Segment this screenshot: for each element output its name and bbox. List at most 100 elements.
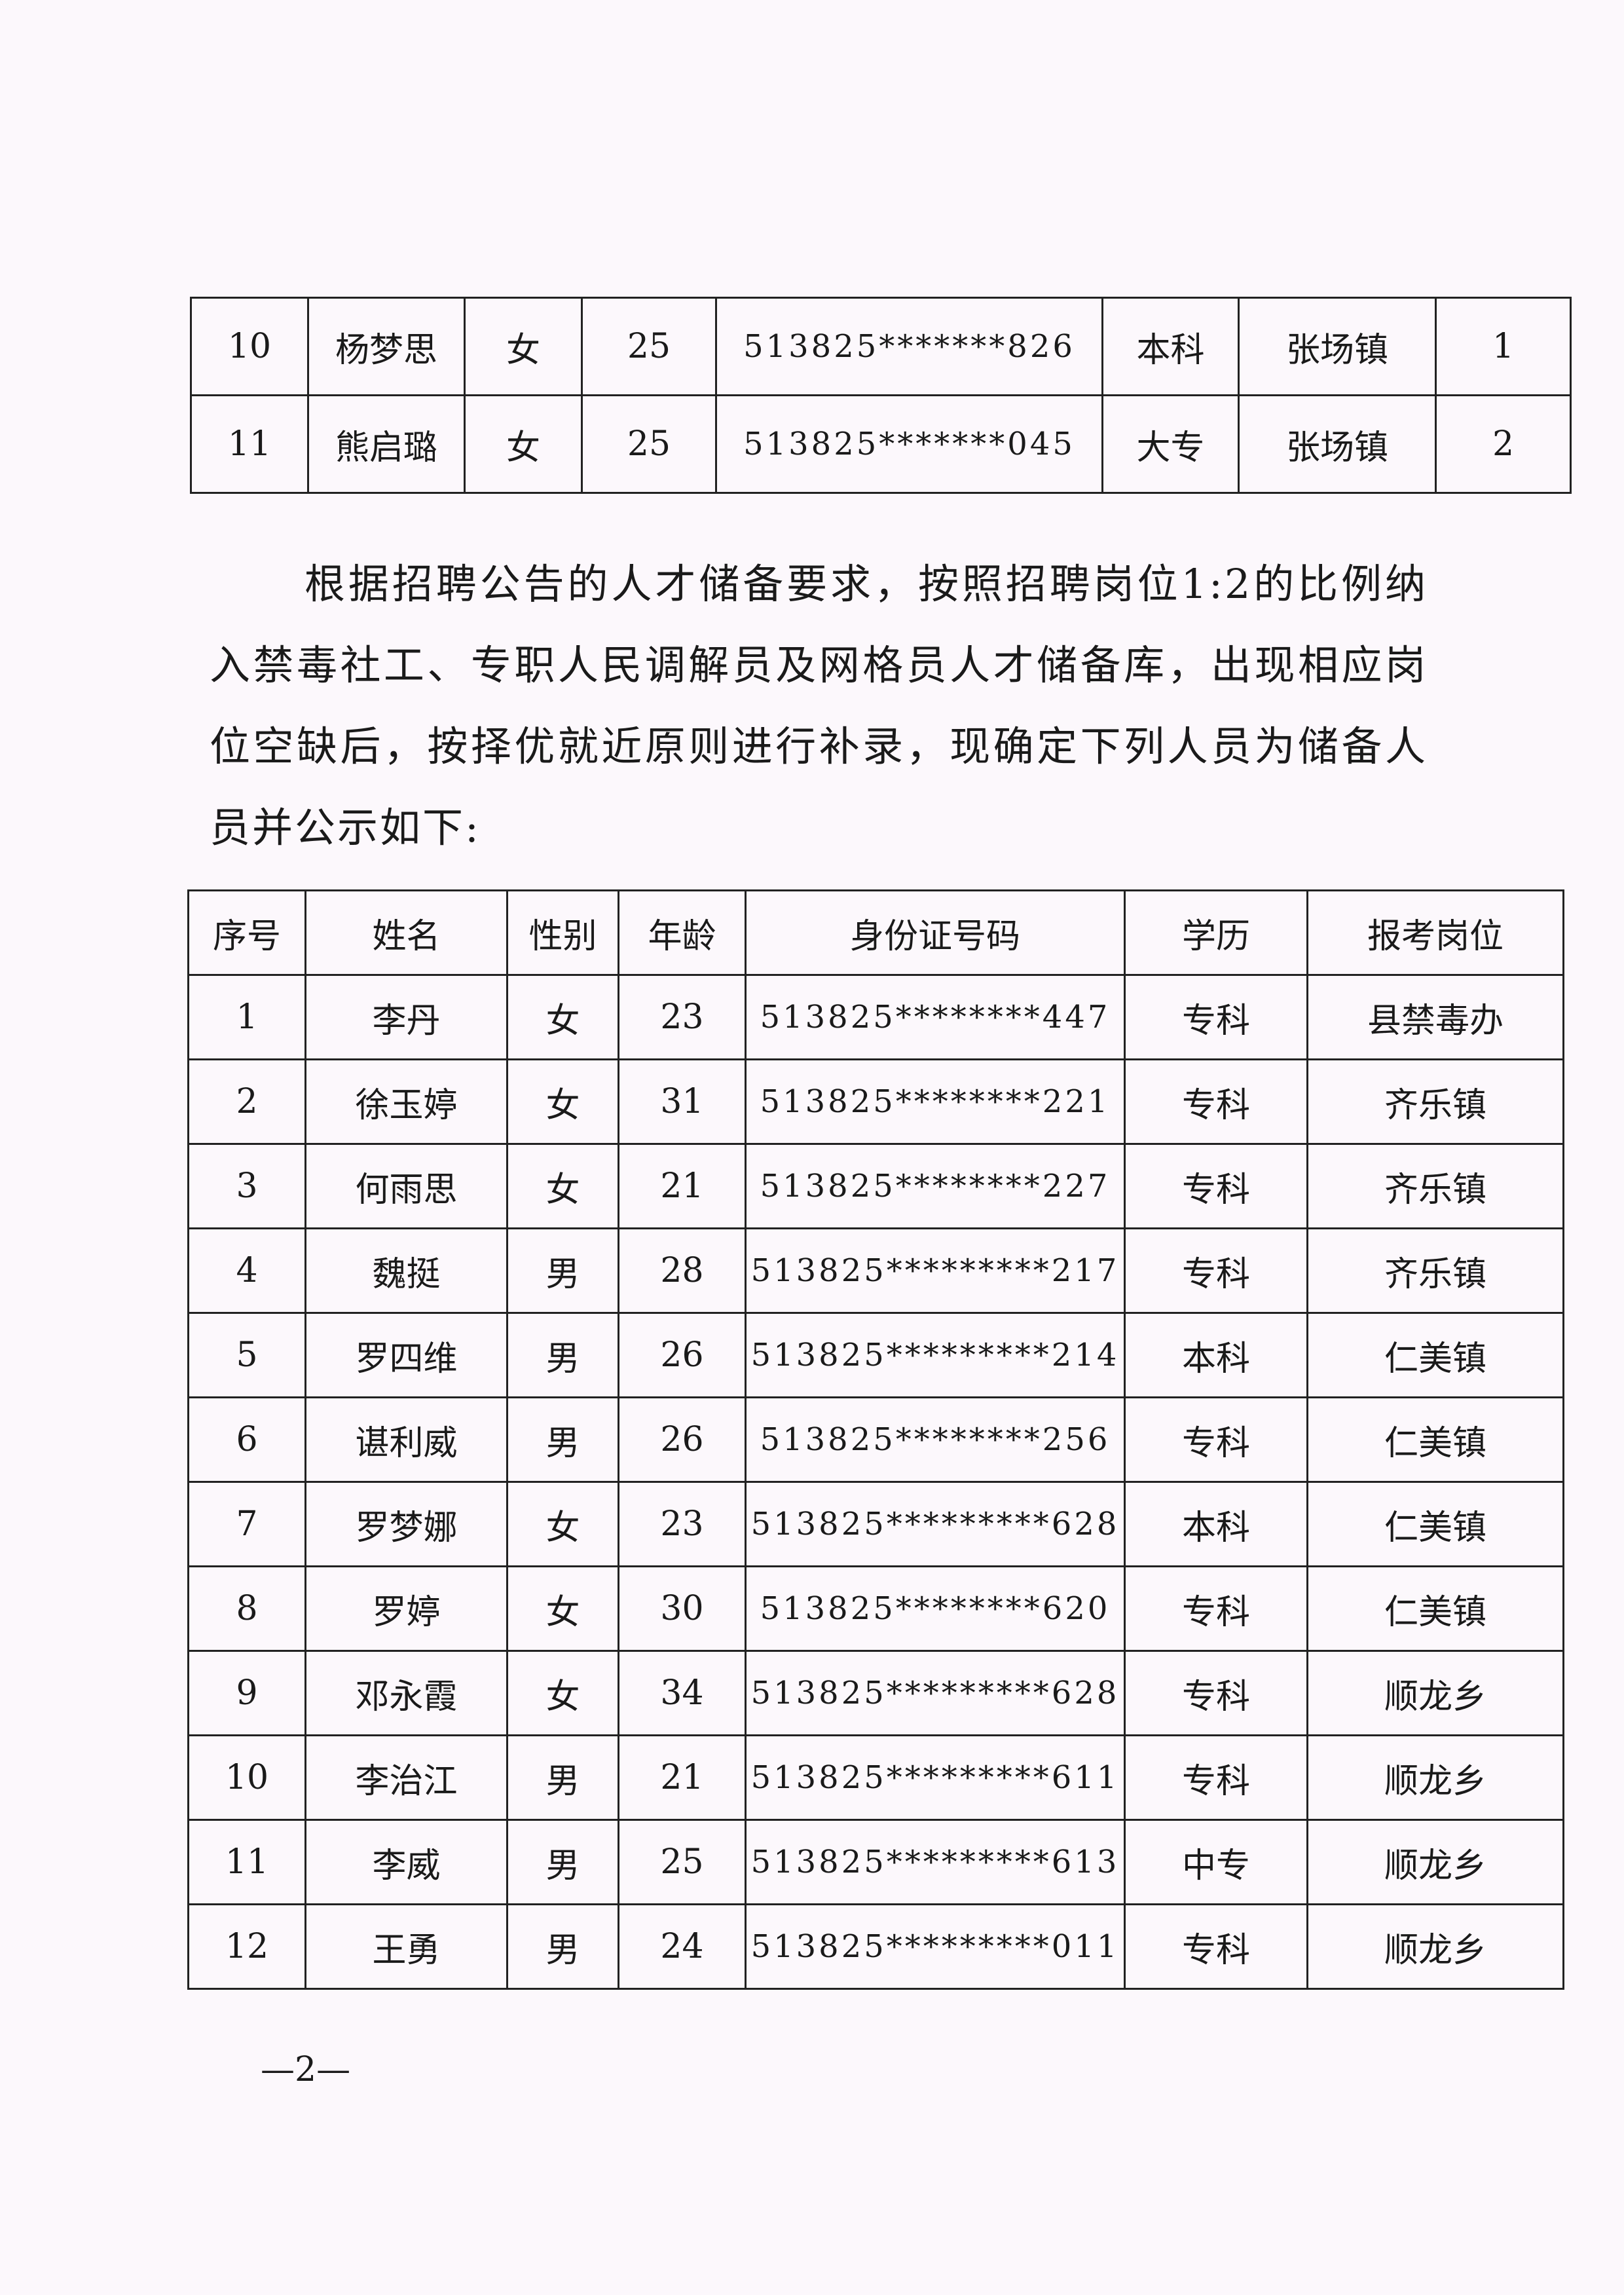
cell-edu: 专科 [1124, 1734, 1308, 1821]
cell-id: 513825********447 [745, 974, 1126, 1060]
cell-no: 6 [187, 1396, 306, 1483]
selected-candidates-table-continued: 10 杨梦思女 25 513825*******826 本科 张场镇 1 11 熊启璐女 25 51… [190, 297, 1572, 494]
table-row: 9 邓永霞女 34 513825*********628 专科 顺龙乡 [187, 1650, 1564, 1736]
cell-age: 34 [618, 1650, 747, 1736]
cell-id: 513825*********217 [745, 1227, 1126, 1314]
column-header: 报考岗位 [1306, 889, 1564, 976]
cell-edu: 专科 [1124, 1143, 1308, 1229]
column-header: 学历 [1124, 889, 1308, 976]
cell-id: 513825*********628 [745, 1650, 1126, 1736]
column-header: 姓名 [304, 889, 508, 976]
cell-gender: 男 [506, 1227, 619, 1314]
cell-id: 513825********620 [745, 1565, 1126, 1652]
cell-post: 顺龙乡 [1306, 1650, 1564, 1736]
cell-name: 李威 [304, 1819, 508, 1905]
cell-no: 10 [187, 1734, 306, 1821]
cell-no: 11 [190, 394, 309, 494]
table-row: 10 杨梦思女 25 513825*******826 本科 张场镇 1 [190, 297, 1572, 396]
table-row: 3 何雨思女 21 513825********227 专科 齐乐镇 [187, 1143, 1564, 1229]
cell-gender: 女 [506, 1143, 619, 1229]
cell-gender: 男 [506, 1734, 619, 1821]
cell-age: 26 [618, 1396, 747, 1483]
cell-name: 徐玉婷 [304, 1058, 508, 1145]
table-row: 7 罗梦娜女 23 513825*********628 本科 仁美镇 [187, 1481, 1564, 1567]
cell-edu: 大专 [1101, 394, 1240, 494]
cell-post: 顺龙乡 [1306, 1903, 1564, 1990]
cell-gender: 男 [506, 1819, 619, 1905]
cell-id: 513825********227 [745, 1143, 1126, 1229]
cell-age: 25 [581, 297, 717, 396]
cell-age: 31 [618, 1058, 747, 1145]
cell-gender: 女 [506, 1058, 619, 1145]
cell-gender: 女 [464, 297, 583, 396]
cell-post: 齐乐镇 [1306, 1143, 1564, 1229]
cell-no: 7 [187, 1481, 306, 1567]
cell-post: 齐乐镇 [1306, 1227, 1564, 1314]
cell-edu: 专科 [1124, 1058, 1308, 1145]
table-row: 2 徐玉婷女 31 513825********221 专科 齐乐镇 [187, 1058, 1564, 1145]
cell-rank: 1 [1435, 297, 1572, 396]
cell-name: 邓永霞 [304, 1650, 508, 1736]
reserve-personnel-table: 序号 姓名 性别 年龄 身份证号码 学历 报考岗位 1 李丹女 23 513825********… [187, 889, 1564, 1990]
cell-id: 513825*********628 [745, 1481, 1126, 1567]
cell-gender: 男 [506, 1396, 619, 1483]
cell-id: 513825*********611 [745, 1734, 1126, 1821]
column-header: 性别 [506, 889, 619, 976]
cell-age: 28 [618, 1227, 747, 1314]
cell-gender: 女 [506, 1481, 619, 1567]
cell-no: 11 [187, 1819, 306, 1905]
table-row: 4 魏挺男 28 513825*********217 专科 齐乐镇 [187, 1227, 1564, 1314]
table-row: 10 李治江男 21 513825*********611 专科 顺龙乡 [187, 1734, 1564, 1821]
cell-name: 杨梦思 [307, 297, 466, 396]
cell-name: 魏挺 [304, 1227, 508, 1314]
cell-post: 张场镇 [1238, 394, 1437, 494]
cell-post: 仁美镇 [1306, 1565, 1564, 1652]
table-header-row: 序号 姓名 性别 年龄 身份证号码 学历 报考岗位 [187, 889, 1564, 976]
cell-edu: 专科 [1124, 1396, 1308, 1483]
cell-edu: 专科 [1124, 974, 1308, 1060]
cell-gender: 女 [464, 394, 583, 494]
cell-edu: 本科 [1124, 1312, 1308, 1398]
cell-id: 513825*******826 [715, 297, 1103, 396]
cell-post: 齐乐镇 [1306, 1058, 1564, 1145]
cell-age: 25 [581, 394, 717, 494]
cell-no: 12 [187, 1903, 306, 1990]
cell-age: 21 [618, 1734, 747, 1821]
cell-name: 王勇 [304, 1903, 508, 1990]
cell-name: 罗梦娜 [304, 1481, 508, 1567]
cell-id: 513825*********613 [745, 1819, 1126, 1905]
cell-edu: 本科 [1124, 1481, 1308, 1567]
table-row: 1 李丹女 23 513825********447 专科 县禁毒办 [187, 974, 1564, 1060]
cell-name: 罗婷 [304, 1565, 508, 1652]
cell-post: 顺龙乡 [1306, 1734, 1564, 1821]
table-row: 12 王勇男 24 513825*********011 专科 顺龙乡 [187, 1903, 1564, 1990]
table-row: 5 罗四维男 26 513825*********214 本科 仁美镇 [187, 1312, 1564, 1398]
cell-id: 513825********221 [745, 1058, 1126, 1145]
cell-no: 3 [187, 1143, 306, 1229]
cell-edu: 专科 [1124, 1650, 1308, 1736]
cell-name: 何雨思 [304, 1143, 508, 1229]
cell-post: 张场镇 [1238, 297, 1437, 396]
cell-name: 李丹 [304, 974, 508, 1060]
table-row: 8 罗婷女 30 513825********620 专科 仁美镇 [187, 1565, 1564, 1652]
cell-age: 23 [618, 974, 747, 1060]
cell-age: 26 [618, 1312, 747, 1398]
cell-no: 2 [187, 1058, 306, 1145]
page-number: —2— [261, 2050, 351, 2089]
cell-post: 仁美镇 [1306, 1396, 1564, 1483]
cell-edu: 中专 [1124, 1819, 1308, 1905]
table-row: 11 熊启璐女 25 513825*******045 大专 张场镇 2 [190, 394, 1572, 494]
cell-edu: 专科 [1124, 1227, 1308, 1314]
cell-post: 仁美镇 [1306, 1312, 1564, 1398]
cell-no: 10 [190, 297, 309, 396]
cell-name: 谌利威 [304, 1396, 508, 1483]
cell-post: 仁美镇 [1306, 1481, 1564, 1567]
cell-name: 罗四维 [304, 1312, 508, 1398]
cell-age: 21 [618, 1143, 747, 1229]
cell-gender: 女 [506, 1650, 619, 1736]
cell-id: 513825********256 [745, 1396, 1126, 1483]
announcement-paragraph: 根据招聘公告的人才储备要求，按照招聘岗位1:2的比例纳入禁毒社工、专职人民调解员… [210, 560, 1428, 851]
cell-edu: 专科 [1124, 1903, 1308, 1990]
column-header: 序号 [187, 889, 306, 976]
cell-post: 县禁毒办 [1306, 974, 1564, 1060]
